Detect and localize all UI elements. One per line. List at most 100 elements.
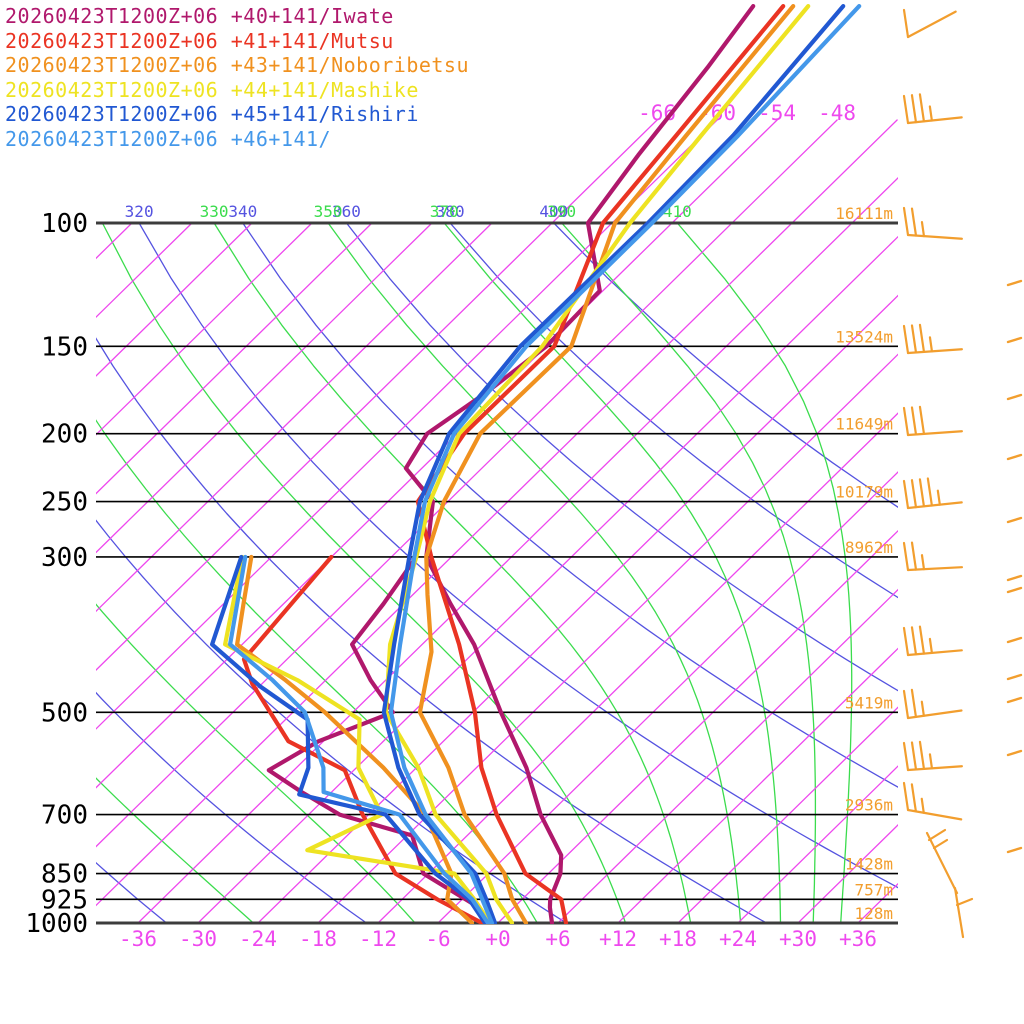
wind-barb bbox=[902, 688, 963, 720]
sounding-temperature--46-141 bbox=[388, 3, 862, 924]
isotherm-18 bbox=[677, 706, 898, 923]
pressure-label-100: 100 bbox=[41, 209, 88, 239]
clipped-barb-tick bbox=[1006, 696, 1023, 704]
legend-entry-rishiri: 20260423T1200Z+06 +45+141/Rishiri bbox=[5, 102, 419, 126]
clipped-barb-tick bbox=[1006, 516, 1023, 524]
pressure-label-850: 850 bbox=[41, 860, 88, 890]
moist-adiabat-330 bbox=[213, 223, 692, 923]
altitude-label-250: 10179m bbox=[835, 483, 893, 502]
light-wind-barb-segment bbox=[925, 831, 959, 895]
soundings bbox=[210, 3, 862, 924]
theta-label-400: 400 bbox=[539, 202, 568, 221]
temp-label-24: +24 bbox=[719, 927, 757, 951]
pressure-label-700: 700 bbox=[41, 801, 88, 831]
isotherm--84 bbox=[96, 222, 373, 495]
pressure-label-925: 925 bbox=[41, 885, 88, 915]
temp-label--30: -30 bbox=[179, 927, 217, 951]
moist-adiabat-410 bbox=[676, 223, 853, 923]
moist-adiabat-390 bbox=[561, 223, 817, 923]
isotherm--30 bbox=[197, 235, 898, 923]
altitude-label-100: 16111m bbox=[835, 204, 893, 223]
clipped-barb-tick bbox=[1006, 336, 1023, 344]
altitude-label-200: 11649m bbox=[835, 415, 893, 434]
isotherm--54 bbox=[96, 119, 778, 789]
legend-entry-mutsu: 20260423T1200Z+06 +41+141/Mutsu bbox=[5, 28, 394, 53]
clipped-barb-tick bbox=[1006, 846, 1023, 854]
clipped-barb-tick bbox=[1006, 673, 1023, 681]
sounding-temperature-mutsu bbox=[415, 3, 786, 924]
temp-label-6: +6 bbox=[545, 927, 570, 951]
legend-entry-mashike: 20260423T1200Z+06 +44+141/Mashike bbox=[5, 77, 419, 102]
temp-label--36: -36 bbox=[119, 927, 157, 951]
clipped-barb-tick bbox=[1006, 586, 1023, 594]
wind-barb bbox=[902, 541, 964, 572]
isotherm--36 bbox=[137, 177, 898, 923]
light-wind-barb-segment bbox=[932, 838, 949, 850]
sounding-dewpoint-iwate bbox=[266, 554, 489, 924]
theta-e-label-370: 370 bbox=[430, 202, 459, 221]
light-wind-barb-segment bbox=[927, 828, 947, 842]
temp-label--18: -18 bbox=[299, 927, 337, 951]
theta-label-360: 360 bbox=[332, 202, 361, 221]
light-wind-barb-segment bbox=[953, 886, 965, 939]
wind-barb bbox=[902, 740, 963, 772]
wind-barb bbox=[902, 8, 957, 39]
sounding-dewpoint-rishiri bbox=[210, 554, 488, 924]
pressure-label-300: 300 bbox=[41, 543, 88, 573]
temp-label--24: -24 bbox=[239, 927, 277, 951]
pressure-label-200: 200 bbox=[41, 420, 88, 450]
altitude-label-925: 757m bbox=[854, 880, 893, 899]
isotherm-24 bbox=[737, 765, 898, 923]
light-wind-barb-segment bbox=[955, 897, 974, 907]
dry-adiabat-340 bbox=[242, 223, 898, 788]
isotherm--102 bbox=[96, 222, 193, 319]
legend-entry-iwate: 20260423T1200Z+06 +40+141/Iwate bbox=[5, 4, 394, 28]
isotherm-12 bbox=[617, 647, 898, 923]
temp-label-0: +0 bbox=[485, 927, 510, 951]
isotherm--96 bbox=[96, 222, 253, 377]
pressure-label-250: 250 bbox=[41, 488, 88, 518]
isotherm-grid bbox=[96, 119, 898, 923]
wind-barb bbox=[902, 206, 963, 240]
sounding-dewpoint-mutsu bbox=[241, 554, 485, 924]
altitude-label-300: 8962m bbox=[845, 538, 893, 557]
upper-isotherm-label--54: -54 bbox=[758, 101, 796, 125]
wind-barb bbox=[902, 93, 963, 125]
altitude-label-500: 5419m bbox=[845, 693, 893, 712]
legend: 20260423T1200Z+06 +40+141/Iwate 20260423… bbox=[5, 4, 469, 151]
isotherm-0 bbox=[497, 529, 898, 923]
clipped-barb-tick bbox=[1006, 453, 1023, 461]
wind-barb bbox=[902, 781, 963, 821]
temp-label-18: +18 bbox=[659, 927, 697, 951]
isotherm--78 bbox=[96, 222, 433, 554]
legend-entry-46-141: 20260423T1200Z+06 +46+141/ bbox=[5, 126, 332, 151]
clipped-barb-tick bbox=[1006, 636, 1023, 644]
pressure-label-500: 500 bbox=[41, 698, 88, 728]
wind-barb bbox=[902, 323, 963, 355]
theta-e-label-390: 390 bbox=[547, 202, 576, 221]
isotherm--60 bbox=[96, 119, 718, 730]
isotherm--72 bbox=[96, 222, 493, 613]
theta-label-380: 380 bbox=[436, 202, 465, 221]
isotherm--48 bbox=[96, 119, 838, 848]
wind-barb bbox=[902, 405, 963, 437]
temp-label-30: +30 bbox=[779, 927, 817, 951]
isotherm--66 bbox=[96, 119, 658, 671]
sounding-dewpoint--46-141 bbox=[228, 554, 491, 924]
dry-adiabat-380 bbox=[449, 223, 898, 599]
temp-label-12: +12 bbox=[599, 927, 637, 951]
temp-label-36: +36 bbox=[839, 927, 877, 951]
theta-label-340: 340 bbox=[228, 202, 257, 221]
clipped-barb-tick bbox=[1006, 749, 1023, 757]
altitude-label-850: 1428m bbox=[845, 855, 893, 874]
isotherm--12 bbox=[377, 412, 898, 923]
pressure-label-1000: 1000 bbox=[25, 909, 88, 939]
isotherm--90 bbox=[96, 222, 313, 436]
pressure-label-150: 150 bbox=[41, 332, 88, 362]
isotherm-6 bbox=[557, 588, 898, 923]
clipped-barb-tick bbox=[1006, 279, 1023, 287]
sounding-dewpoint-noboribetsu bbox=[235, 554, 475, 924]
sounding-dewpoint-mashike bbox=[223, 554, 493, 924]
